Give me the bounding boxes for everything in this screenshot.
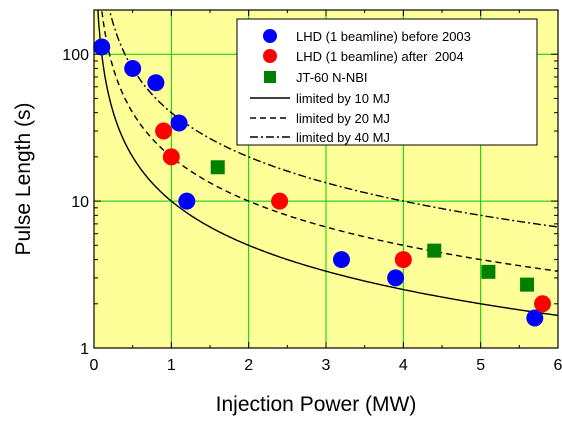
legend-label-20mj: limited by 20 MJ bbox=[296, 111, 390, 126]
legend-label-jt60: JT-60 N-NBI bbox=[296, 70, 368, 85]
y-tick-label: 100 bbox=[62, 47, 89, 64]
legend-marker-before2003 bbox=[263, 29, 277, 43]
legend-marker-after2004 bbox=[263, 49, 277, 63]
curve-10mj bbox=[97, 10, 558, 317]
legend-box bbox=[236, 18, 538, 146]
x-tick-label: 1 bbox=[167, 357, 176, 374]
point-jt60-nnbi bbox=[481, 264, 496, 279]
y-tick-label: 1 bbox=[80, 341, 89, 358]
x-tick-label: 0 bbox=[90, 357, 99, 374]
point-lhd-before-2003 bbox=[93, 38, 111, 56]
point-jt60-nnbi bbox=[210, 160, 225, 175]
point-lhd-after-2004 bbox=[162, 148, 180, 166]
x-tick-label: 3 bbox=[322, 357, 331, 374]
legend: LHD (1 beamline) before 2003 LHD (1 beam… bbox=[236, 18, 538, 146]
legend-marker-jt60 bbox=[264, 71, 276, 83]
point-lhd-before-2003 bbox=[124, 59, 142, 77]
energy-limit-curves bbox=[97, 10, 558, 317]
point-jt60-nnbi bbox=[427, 243, 442, 258]
x-tick-label: 6 bbox=[554, 357, 562, 374]
point-lhd-after-2004 bbox=[394, 251, 412, 269]
point-lhd-before-2003 bbox=[147, 74, 165, 92]
point-lhd-before-2003 bbox=[332, 251, 350, 269]
x-axis-label: Injection Power (MW) bbox=[216, 393, 417, 416]
y-axis-label: Pulse Length (s) bbox=[12, 103, 35, 256]
legend-label-before2003: LHD (1 beamline) before 2003 bbox=[296, 29, 471, 44]
point-lhd-before-2003 bbox=[178, 192, 196, 210]
data-points bbox=[93, 38, 552, 327]
point-lhd-before-2003 bbox=[170, 114, 188, 132]
x-tick-label: 4 bbox=[399, 357, 408, 374]
curve-20mj bbox=[100, 10, 558, 272]
point-lhd-after-2004 bbox=[155, 122, 173, 140]
point-lhd-before-2003 bbox=[387, 269, 405, 287]
point-jt60-nnbi bbox=[520, 277, 535, 292]
point-lhd-after-2004 bbox=[271, 192, 289, 210]
point-lhd-before-2003 bbox=[526, 309, 544, 327]
legend-label-10mj: limited by 10 MJ bbox=[296, 91, 390, 106]
y-tick-label: 10 bbox=[71, 194, 89, 211]
x-tick-label: 2 bbox=[244, 357, 253, 374]
point-lhd-after-2004 bbox=[534, 295, 552, 313]
legend-label-40mj: limited by 40 MJ bbox=[296, 130, 390, 145]
curve-40mj bbox=[108, 10, 558, 228]
legend-label-after2004: LHD (1 beamline) after 2004 bbox=[296, 49, 464, 64]
x-tick-label: 5 bbox=[476, 357, 485, 374]
